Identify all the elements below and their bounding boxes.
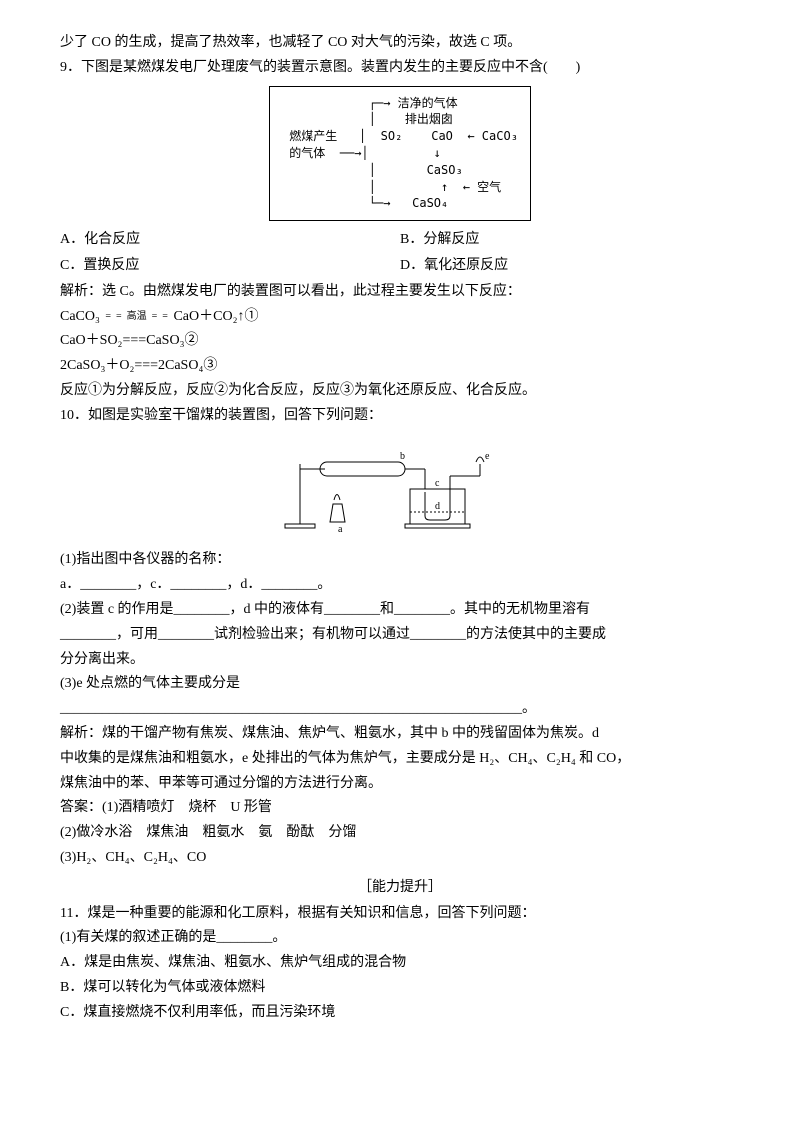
q10-sub2a: (2)装置 c 的作用是________，d 中的液体有________和___… [60,598,740,622]
q10-ans1: 答案：(1)酒精喷灯 烧杯 U 形管 [60,796,740,820]
svg-text:c: c [435,478,440,489]
section-title: ［能力提升］ [60,876,740,900]
q10-sub3a: (3)e 处点燃的气体主要成分是 [60,672,740,696]
d1-line2: │ 排出烟囱 [282,111,518,128]
q11-stem: 11．煤是一种重要的能源和化工原料，根据有关知识和信息，回答下列问题： [60,902,740,926]
q10-sub2c: 分分离出来。 [60,648,740,672]
eq1-left: CaCO₃ [60,309,100,324]
q11-option-c: C．煤直接燃烧不仅利用率低，而且污染环境 [60,1001,740,1025]
svg-text:b: b [400,451,405,462]
q9-stem: 9．下图是某燃煤发电厂处理废气的装置示意图。装置内发生的主要反应中不含( ) [60,56,740,80]
distillation-apparatus-svg: b a c d e [270,434,530,534]
d1-line1: ┌─→ 洁净的气体 [282,95,518,112]
svg-text:d: d [435,501,440,512]
eq1-cond-text: 高温 [127,311,147,322]
q10-ans2: (2)做冷水浴 煤焦油 粗氨水 氨 酚酞 分馏 [60,821,740,845]
q10-sub1: (1)指出图中各仪器的名称： [60,548,740,572]
q9-option-d: D．氧化还原反应 [400,254,508,278]
q11-option-a: A．煤是由焦炭、煤焦油、粗氨水、焦炉气组成的混合物 [60,951,740,975]
q10-diagram: b a c d e [60,434,740,543]
q9-option-b: B．分解反应 [400,228,479,252]
q10-analysis1: 解析：煤的干馏产物有焦炭、煤焦油、焦炉气、粗氨水，其中 b 中的残留固体为焦炭。… [60,722,740,746]
q10-analysis3: 煤焦油中的苯、甲苯等可通过分馏的方法进行分离。 [60,772,740,796]
eq1-right: CaO＋CO₂↑① [173,309,258,324]
q10-sub3b: ________________________________________… [60,697,740,721]
q10-analysis2: 中收集的是煤焦油和粗氨水，e 处排出的气体为焦炉气，主要成分是 H₂、CH₄、C… [60,747,740,771]
d1-line4: 的气体 ──→│ ↓ [282,145,518,162]
q9-eq2: CaO＋SO₂===CaSO₃② [60,329,740,353]
d1-line3: 燃煤产生 │ SO₂ CaO ← CaCO₃ [282,128,518,145]
q9-analysis: 解析：选 C。由燃煤发电厂的装置图可以看出，此过程主要发生以下反应： [60,280,740,304]
q11-sub1: (1)有关煤的叙述正确的是________。 [60,926,740,950]
q9-option-a: A．化合反应 [60,228,400,252]
q10-stem: 10．如图是实验室干馏煤的装置图，回答下列问题： [60,404,740,428]
q11-option-b: B．煤可以转化为气体或液体燃料 [60,976,740,1000]
q9-conclusion: 反应①为分解反应，反应②为化合反应，反应③为氧化还原反应、化合反应。 [60,379,740,403]
d1-line6: │ ↑ ← 空气 [282,179,518,196]
eq1-condition: = = 高温 = = [105,311,168,322]
q10-sub2b: ________，可用________试剂检验出来；有机物可以通过_______… [60,623,740,647]
d1-line5: │ CaSO₃ [282,162,518,179]
q9-diagram: ┌─→ 洁净的气体 │ 排出烟囱 燃煤产生 │ SO₂ CaO ← CaCO₃ … [60,86,740,222]
q9-eq3: 2CaSO₃＋O₂===2CaSO₄③ [60,354,740,378]
q10-ans3: (3)H₂、CH₄、C₂H₄、CO [60,846,740,870]
intro-text: 少了 CO 的生成，提高了热效率，也减轻了 CO 对大气的污染，故选 C 项。 [60,31,740,55]
q9-option-c: C．置换反应 [60,254,400,278]
d1-line7: └─→ CaSO₄ [282,195,518,212]
q9-eq1: CaCO₃ = = 高温 = = CaO＋CO₂↑① [60,305,740,329]
svg-text:a: a [338,524,343,534]
svg-text:e: e [485,451,490,462]
q10-sub1-blanks: a．________，c．________，d．________。 [60,573,740,597]
